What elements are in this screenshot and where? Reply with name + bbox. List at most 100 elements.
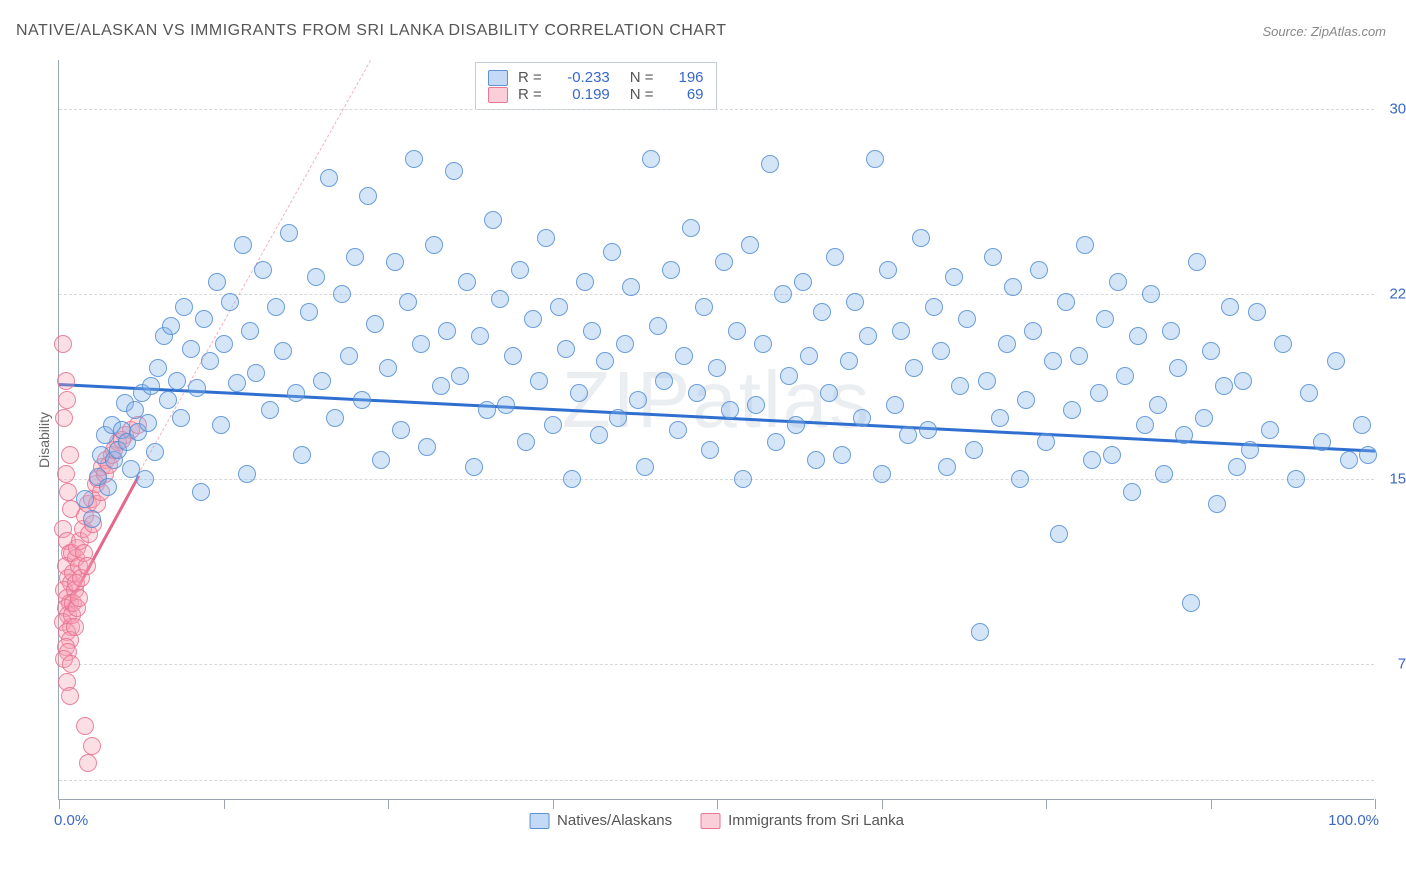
scatter-point-blue — [932, 342, 950, 360]
scatter-point-blue — [212, 416, 230, 434]
legend-stat-row: R =-0.233N =196 — [488, 69, 704, 86]
scatter-point-blue — [359, 187, 377, 205]
scatter-point-pink — [83, 737, 101, 755]
scatter-point-blue — [655, 372, 673, 390]
series-legend-label: Natives/Alaskans — [557, 812, 672, 829]
scatter-point-pink — [79, 754, 97, 772]
scatter-point-blue — [570, 384, 588, 402]
scatter-point-blue — [629, 391, 647, 409]
scatter-point-blue — [326, 409, 344, 427]
scatter-point-blue — [280, 224, 298, 242]
scatter-point-blue — [372, 451, 390, 469]
scatter-point-blue — [1274, 335, 1292, 353]
scatter-point-blue — [550, 298, 568, 316]
scatter-point-blue — [840, 352, 858, 370]
scatter-point-blue — [741, 236, 759, 254]
scatter-point-blue — [1004, 278, 1022, 296]
scatter-point-blue — [1155, 465, 1173, 483]
scatter-point-blue — [1017, 391, 1035, 409]
scatter-point-pink — [55, 409, 73, 427]
scatter-point-blue — [774, 285, 792, 303]
scatter-point-blue — [1011, 470, 1029, 488]
gridline-h — [59, 780, 1374, 781]
scatter-point-blue — [1215, 377, 1233, 395]
scatter-point-blue — [544, 416, 562, 434]
scatter-point-blue — [1116, 367, 1134, 385]
scatter-point-blue — [1070, 347, 1088, 365]
scatter-point-blue — [873, 465, 891, 483]
scatter-point-blue — [497, 396, 515, 414]
scatter-point-blue — [201, 352, 219, 370]
gridline-h — [59, 479, 1374, 480]
scatter-point-blue — [146, 443, 164, 461]
scatter-point-blue — [859, 327, 877, 345]
scatter-point-blue — [484, 211, 502, 229]
scatter-point-blue — [247, 364, 265, 382]
scatter-point-blue — [293, 446, 311, 464]
scatter-point-blue — [1149, 396, 1167, 414]
scatter-point-blue — [892, 322, 910, 340]
x-tick — [224, 799, 225, 809]
scatter-point-blue — [149, 359, 167, 377]
scatter-point-blue — [1287, 470, 1305, 488]
scatter-point-blue — [182, 340, 200, 358]
scatter-point-blue — [1162, 322, 1180, 340]
gridline-h — [59, 294, 1374, 295]
scatter-point-blue — [478, 401, 496, 419]
scatter-point-blue — [761, 155, 779, 173]
scatter-point-pink — [54, 335, 72, 353]
scatter-point-blue — [412, 335, 430, 353]
scatter-point-blue — [695, 298, 713, 316]
scatter-point-blue — [188, 379, 206, 397]
scatter-point-blue — [721, 401, 739, 419]
scatter-point-blue — [636, 458, 654, 476]
scatter-point-blue — [238, 465, 256, 483]
scatter-point-blue — [458, 273, 476, 291]
scatter-point-blue — [1037, 433, 1055, 451]
scatter-point-blue — [320, 169, 338, 187]
scatter-point-blue — [1090, 384, 1108, 402]
scatter-point-pink — [76, 717, 94, 735]
scatter-point-blue — [83, 510, 101, 528]
scatter-point-blue — [1228, 458, 1246, 476]
x-axis-label-max: 100.0% — [1328, 812, 1379, 829]
scatter-point-blue — [820, 384, 838, 402]
scatter-point-blue — [590, 426, 608, 444]
scatter-point-blue — [1136, 416, 1154, 434]
scatter-point-blue — [300, 303, 318, 321]
scatter-point-blue — [991, 409, 1009, 427]
scatter-point-blue — [879, 261, 897, 279]
x-tick — [59, 799, 60, 809]
scatter-point-pink — [62, 655, 80, 673]
scatter-point-blue — [945, 268, 963, 286]
scatter-point-blue — [162, 317, 180, 335]
x-tick — [553, 799, 554, 809]
scatter-point-blue — [563, 470, 581, 488]
scatter-point-blue — [491, 290, 509, 308]
scatter-point-blue — [747, 396, 765, 414]
scatter-point-blue — [274, 342, 292, 360]
scatter-point-blue — [254, 261, 272, 279]
scatter-point-blue — [1050, 525, 1068, 543]
scatter-point-blue — [919, 421, 937, 439]
scatter-point-blue — [445, 162, 463, 180]
scatter-point-blue — [392, 421, 410, 439]
scatter-point-pink — [57, 372, 75, 390]
scatter-point-blue — [688, 384, 706, 402]
scatter-point-blue — [76, 490, 94, 508]
scatter-point-blue — [925, 298, 943, 316]
scatter-point-blue — [596, 352, 614, 370]
scatter-point-blue — [517, 433, 535, 451]
r-label: R = — [518, 86, 542, 103]
scatter-point-blue — [866, 150, 884, 168]
scatter-point-blue — [576, 273, 594, 291]
scatter-point-blue — [1024, 322, 1042, 340]
chart-title: NATIVE/ALASKAN VS IMMIGRANTS FROM SRI LA… — [16, 22, 727, 40]
scatter-point-blue — [333, 285, 351, 303]
scatter-point-blue — [1234, 372, 1252, 390]
legend-swatch-pink — [700, 813, 720, 829]
scatter-point-blue — [905, 359, 923, 377]
scatter-point-blue — [215, 335, 233, 353]
scatter-point-blue — [228, 374, 246, 392]
series-legend-item: Natives/Alaskans — [529, 812, 672, 829]
